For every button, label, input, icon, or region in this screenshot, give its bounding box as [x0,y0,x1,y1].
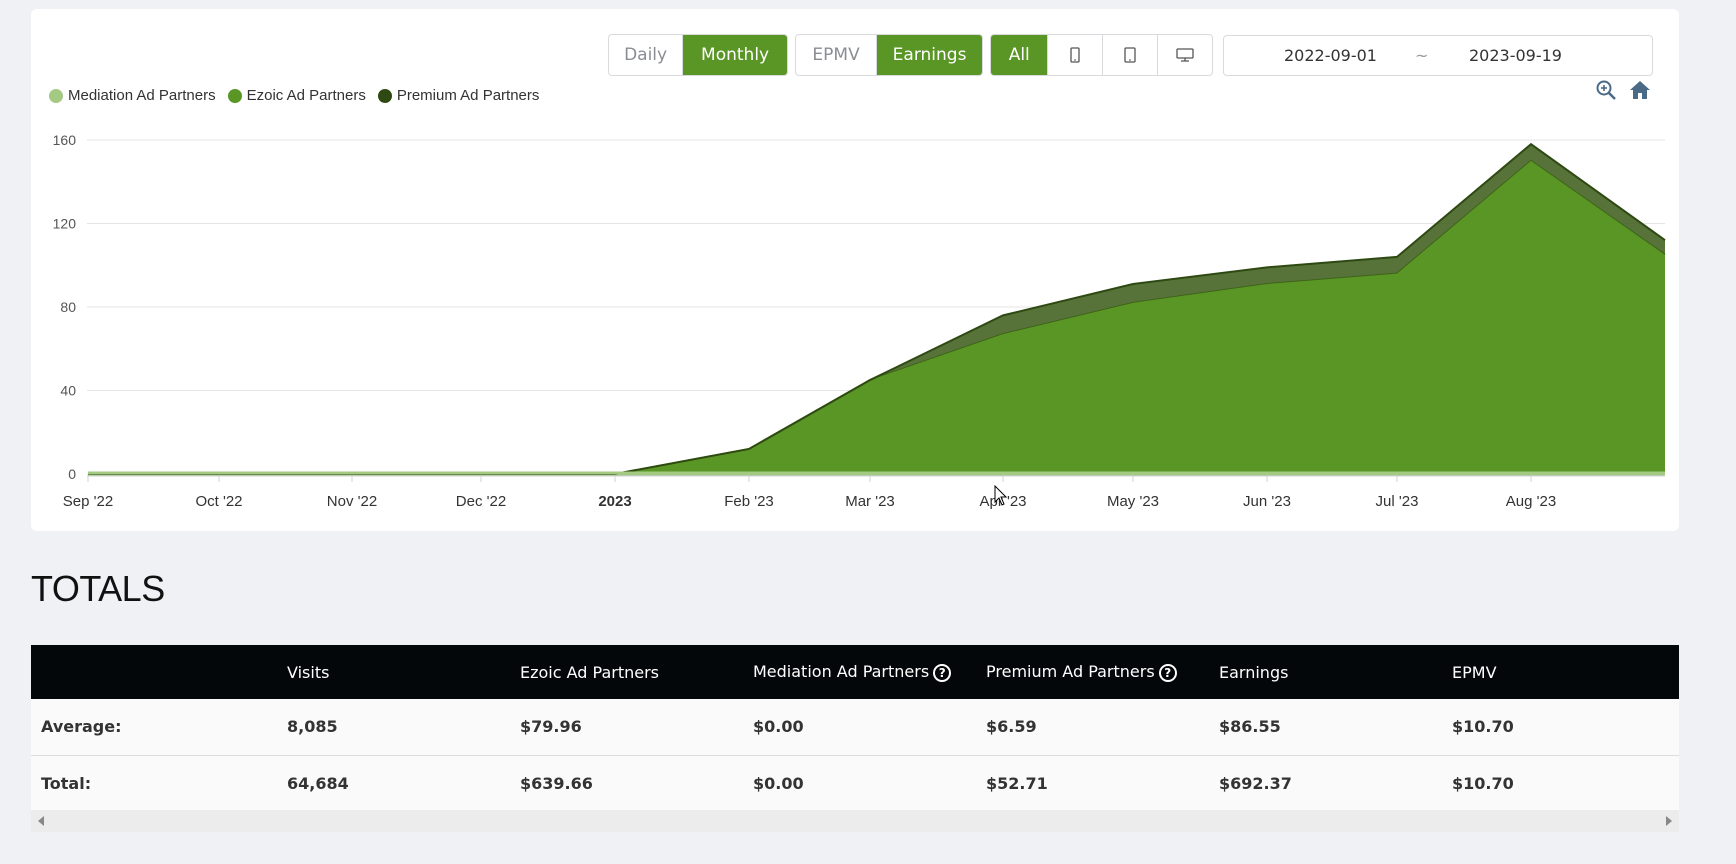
totals-table: Visits Ezoic Ad Partners Mediation Ad Pa… [31,645,1679,812]
earnings-area-chart: 0 40 80 120 160 Sep '22 Oct '22 Nov '22 Dec '22 2… [53,132,1666,510]
legend-item-premium[interactable]: Premium Ad Partners [377,87,540,104]
legend-item-ezoic[interactable]: Ezoic Ad Partners [227,87,366,104]
col-header-visits: Visits [287,662,330,682]
totals-title: TOTALS [31,568,165,609]
all-devices-button[interactable]: All [991,35,1049,75]
table-row: Average: 8,085 $79.96 $0.00 $6.59 $86.55… [31,699,1679,755]
x-tick-label: 2023 [598,493,631,510]
x-tick-label: Dec '22 [456,493,506,510]
y-tick-label: 120 [53,216,77,232]
x-tick-label: Oct '22 [195,493,242,510]
y-tick-label: 0 [68,466,76,482]
metric-toggle: EPMV Earnings [795,34,983,76]
x-tick-label: Sep '22 [63,493,113,510]
chart-legend: Mediation Ad Partners Ezoic Ad Partners … [49,87,539,104]
col-header-ezoic: Ezoic Ad Partners [520,662,660,682]
legend-dot [49,88,63,103]
x-tick-label: Jul '23 [1376,493,1419,510]
daily-button[interactable]: Daily [609,35,684,75]
table-row: Total: 64,684 $639.66 $0.00 $52.71 $692.… [31,755,1679,811]
cell-ezoic: $79.96 [520,717,582,737]
x-tick-label: Jun '23 [1243,493,1291,510]
cell-earnings: $86.55 [1219,717,1281,737]
y-tick-label: 40 [60,383,76,399]
cell-epmv: $10.70 [1452,773,1514,793]
mobile-button[interactable] [1048,35,1103,75]
col-header-blank [31,645,277,699]
row-label: Total: [41,773,92,793]
y-tick-label: 80 [60,299,76,315]
mobile-icon [1070,47,1080,63]
mouse-cursor-icon [994,485,1008,506]
legend-item-mediation[interactable]: Mediation Ad Partners [49,87,216,104]
earnings-chart-card: Daily Monthly EPMV Earnings All 2022-09-… [31,9,1679,531]
col-header-premium: Premium Ad Partners? [976,645,1209,699]
legend-dot [227,88,242,103]
area-ezoic-ad-partners [88,160,1665,474]
cell-visits: 64,684 [287,773,349,793]
cell-mediation: $0.00 [753,773,804,793]
desktop-icon [1176,48,1194,62]
cell-premium: $52.71 [986,773,1048,793]
y-tick-label: 160 [53,132,77,148]
table-header-row: Visits Ezoic Ad Partners Mediation Ad Pa… [31,645,1679,699]
col-header-mediation: Mediation Ad Partners? [743,645,976,699]
col-header-premium-label: Premium Ad Partners [986,662,1155,682]
legend-label: Mediation Ad Partners [68,87,216,104]
col-header-mediation-label: Mediation Ad Partners [753,662,930,682]
scroll-right-icon[interactable] [1666,816,1672,826]
date-range-picker[interactable]: 2022-09-01 ~ 2023-09-19 [1223,35,1653,76]
x-tick-label: Nov '22 [327,493,377,510]
legend-label: Premium Ad Partners [396,87,540,104]
monthly-button[interactable]: Monthly [683,35,787,75]
legend-dot [377,88,392,103]
tablet-icon [1124,47,1136,63]
cell-epmv: $10.70 [1452,717,1514,737]
row-label: Average: [41,717,122,737]
x-tick-label: May '23 [1107,493,1159,510]
period-toggle: Daily Monthly [608,34,788,76]
legend-label: Ezoic Ad Partners [246,87,366,104]
help-icon[interactable]: ? [1158,663,1177,682]
cell-mediation: $0.00 [753,717,804,737]
desktop-button[interactable] [1158,35,1212,75]
x-tick-label: Mar '23 [845,493,895,510]
tablet-button[interactable] [1103,35,1158,75]
scroll-left-icon[interactable] [38,816,44,826]
earnings-button[interactable]: Earnings [877,35,982,75]
device-toggle: All [990,34,1213,76]
epmv-button[interactable]: EPMV [796,35,878,75]
cell-ezoic: $639.66 [520,773,593,793]
x-tick-label: Aug '23 [1506,493,1556,510]
cell-premium: $6.59 [986,717,1037,737]
date-separator: ~ [1415,46,1429,65]
date-end[interactable]: 2023-09-19 [1469,46,1562,65]
cell-visits: 8,085 [287,717,338,737]
col-header-epmv: EPMV [1452,662,1497,682]
zoom-icon[interactable] [1595,79,1617,101]
help-icon[interactable]: ? [933,663,952,682]
home-icon[interactable] [1629,79,1651,101]
area-premium-ad-partners [88,144,1665,475]
x-tick-label: Feb '23 [724,493,774,510]
col-header-earnings: Earnings [1219,662,1289,682]
chart-tools [1595,79,1651,101]
horizontal-scrollbar[interactable] [31,810,1679,832]
date-start[interactable]: 2022-09-01 [1284,46,1377,65]
cell-earnings: $692.37 [1219,773,1292,793]
